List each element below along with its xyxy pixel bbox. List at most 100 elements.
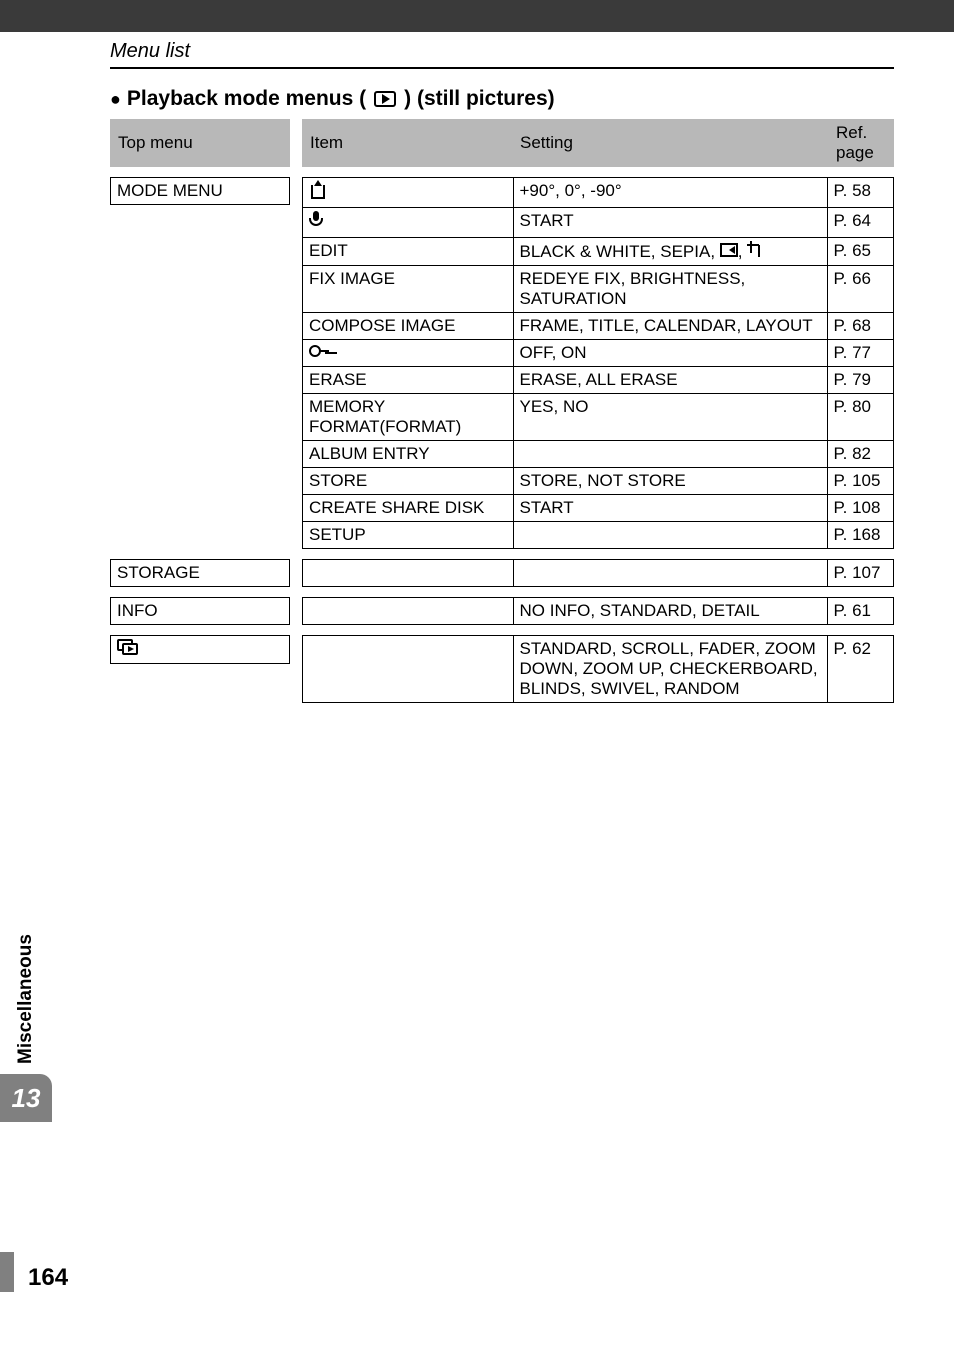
col-ref: Ref. page [828, 119, 894, 167]
items-box: NO INFO, STANDARD, DETAILP. 61 [302, 597, 894, 625]
page-number: 164 [28, 1264, 68, 1292]
ref-cell: P. 107 [827, 560, 893, 586]
setting-cell [513, 560, 827, 586]
col-setting: Setting [512, 119, 828, 167]
top-menu-cell: INFO [110, 597, 290, 625]
subheading-text-after: ) (still pictures) [404, 87, 555, 111]
item-cell: ERASE [303, 367, 513, 394]
menu-group: STANDARD, SCROLL, FADER, ZOOM DOWN, ZOOM… [110, 635, 894, 703]
ref-cell: P. 108 [827, 495, 893, 522]
menu-header-table: Top menu Item Setting Ref. page [110, 119, 894, 167]
ref-cell: P. 79 [827, 367, 893, 394]
item-cell [303, 340, 513, 367]
setting-cell: BLACK & WHITE, SEPIA, , [513, 238, 827, 266]
top-menu-cell: STORAGE [110, 559, 290, 587]
item-cell [303, 636, 513, 702]
item-cell: CREATE SHARE DISK [303, 495, 513, 522]
table-row: STANDARD, SCROLL, FADER, ZOOM DOWN, ZOOM… [303, 636, 893, 702]
page-number-wrap: 164 [0, 1252, 68, 1292]
voice-icon [309, 211, 323, 229]
item-cell: MEMORY FORMAT(FORMAT) [303, 394, 513, 441]
subheading: ● Playback mode menus ( ) (still picture… [110, 87, 894, 111]
setting-cell [513, 441, 827, 468]
setting-cell: FRAME, TITLE, CALENDAR, LAYOUT [513, 313, 827, 340]
protect-icon [309, 344, 329, 358]
item-cell: SETUP [303, 522, 513, 549]
table-row: FIX IMAGEREDEYE FIX, BRIGHTNESS, SATURAT… [303, 266, 893, 313]
item-cell [303, 178, 513, 208]
table-row: COMPOSE IMAGEFRAME, TITLE, CALENDAR, LAY… [303, 313, 893, 340]
menu-group: STORAGE P. 107 [110, 559, 894, 587]
setting-cell: START [513, 495, 827, 522]
setting-cell: STANDARD, SCROLL, FADER, ZOOM DOWN, ZOOM… [513, 636, 827, 702]
page-content: Menu list ● Playback mode menus ( ) (sti… [0, 32, 954, 1312]
side-tab: Miscellaneous 13 [0, 912, 52, 1192]
table-row: CREATE SHARE DISKSTARTP. 108 [303, 495, 893, 522]
resize-icon [720, 243, 738, 257]
menu-group: INFO NO INFO, STANDARD, DETAILP. 61 [110, 597, 894, 625]
slideshow-icon [117, 639, 139, 655]
table-row: P. 107 [303, 560, 893, 586]
setting-cell: YES, NO [513, 394, 827, 441]
gap [290, 177, 302, 549]
item-cell: STORE [303, 468, 513, 495]
crop-icon [747, 241, 763, 257]
table-row: NO INFO, STANDARD, DETAILP. 61 [303, 598, 893, 624]
ref-cell: P. 77 [827, 340, 893, 367]
setting-cell [513, 522, 827, 549]
gap [290, 635, 302, 703]
gap [290, 559, 302, 587]
ref-cell: P. 64 [827, 208, 893, 238]
item-cell: FIX IMAGE [303, 266, 513, 313]
item-cell [303, 560, 513, 586]
section-title: Menu list [110, 40, 190, 62]
item-cell: ALBUM ENTRY [303, 441, 513, 468]
ref-cell: P. 62 [827, 636, 893, 702]
table-row: ALBUM ENTRY P. 82 [303, 441, 893, 468]
ref-cell: P. 58 [827, 178, 893, 208]
playback-icon [374, 91, 396, 107]
ref-cell: P. 105 [827, 468, 893, 495]
ref-cell: P. 168 [827, 522, 893, 549]
table-row: SETUP P. 168 [303, 522, 893, 549]
top-menu-cell [110, 635, 290, 664]
chapter-label: Miscellaneous [15, 924, 37, 1074]
setting-cell: START [513, 208, 827, 238]
ref-cell: P. 68 [827, 313, 893, 340]
ref-cell: P. 82 [827, 441, 893, 468]
table-row: ERASEERASE, ALL ERASEP. 79 [303, 367, 893, 394]
col-item: Item [302, 119, 512, 167]
col-top-menu: Top menu [110, 119, 290, 167]
table-row: STORESTORE, NOT STOREP. 105 [303, 468, 893, 495]
table-row: EDITBLACK & WHITE, SEPIA, , P. 65 [303, 238, 893, 266]
page-number-bar [0, 1252, 14, 1292]
items-box: P. 107 [302, 559, 894, 587]
setting-cell: REDEYE FIX, BRIGHTNESS, SATURATION [513, 266, 827, 313]
top-bar [0, 0, 954, 32]
item-cell [303, 598, 513, 624]
item-cell: EDIT [303, 238, 513, 266]
ref-cell: P. 65 [827, 238, 893, 266]
top-menu-cell: MODE MENU [110, 177, 290, 205]
gap [290, 597, 302, 625]
ref-cell: P. 66 [827, 266, 893, 313]
item-cell: COMPOSE IMAGE [303, 313, 513, 340]
table-row: MEMORY FORMAT(FORMAT)YES, NOP. 80 [303, 394, 893, 441]
menu-group: MODE MENU+90°, 0°, -90°P. 58STARTP. 64ED… [110, 177, 894, 549]
setting-cell: ERASE, ALL ERASE [513, 367, 827, 394]
header-section: Menu list [110, 32, 894, 69]
chapter-number: 13 [0, 1074, 52, 1122]
setting-cell: +90°, 0°, -90° [513, 178, 827, 208]
items-box: +90°, 0°, -90°P. 58STARTP. 64EDITBLACK &… [302, 177, 894, 549]
items-box: STANDARD, SCROLL, FADER, ZOOM DOWN, ZOOM… [302, 635, 894, 703]
table-row: +90°, 0°, -90°P. 58 [303, 178, 893, 208]
table-header-row: Top menu Item Setting Ref. page [110, 119, 894, 167]
ref-cell: P. 80 [827, 394, 893, 441]
rotate-icon [309, 181, 325, 199]
subheading-text-before: Playback mode menus ( [127, 87, 366, 111]
groups-container: MODE MENU+90°, 0°, -90°P. 58STARTP. 64ED… [110, 177, 894, 703]
item-cell [303, 208, 513, 238]
table-row: STARTP. 64 [303, 208, 893, 238]
setting-cell: NO INFO, STANDARD, DETAIL [513, 598, 827, 624]
table-row: OFF, ONP. 77 [303, 340, 893, 367]
